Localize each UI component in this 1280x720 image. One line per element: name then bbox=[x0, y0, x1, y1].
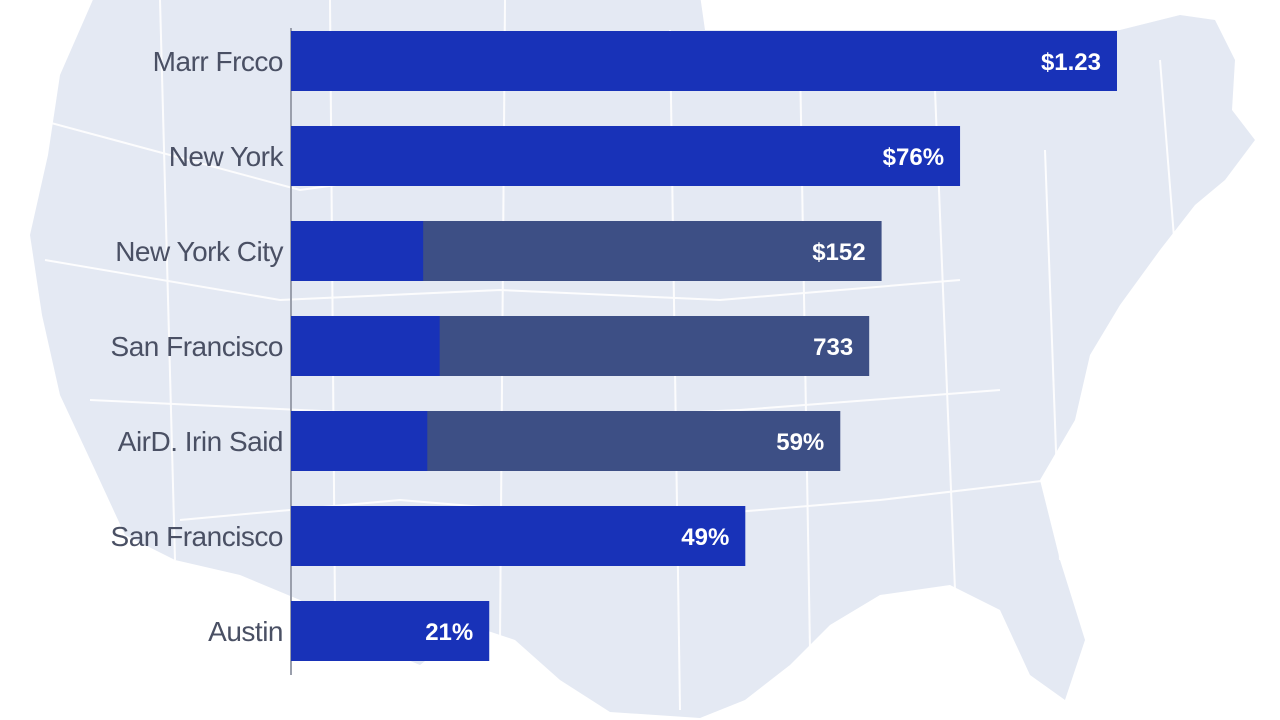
category-label: San Francisco bbox=[111, 331, 283, 362]
category-label: New York City bbox=[115, 236, 283, 267]
category-label: New York bbox=[169, 141, 285, 172]
category-label: Austin bbox=[208, 616, 283, 647]
category-label: AirD. Irin Said bbox=[118, 426, 283, 457]
bar bbox=[291, 31, 1117, 91]
bar bbox=[291, 126, 961, 186]
bar bbox=[291, 506, 746, 566]
category-labels-group: Marr Frcco New York New York City San Franc… bbox=[111, 46, 285, 647]
bar bbox=[291, 601, 490, 661]
value-label: 59% bbox=[776, 429, 824, 456]
value-label: 21% bbox=[425, 619, 473, 646]
value-label: $1.23 bbox=[1041, 49, 1101, 76]
bar-segment bbox=[291, 411, 428, 471]
bar-segment bbox=[291, 221, 424, 281]
value-label: 49% bbox=[681, 524, 729, 551]
value-label: $152 bbox=[812, 239, 865, 266]
bar-segment bbox=[291, 316, 440, 376]
category-label: San Francisco bbox=[111, 521, 283, 552]
value-label: 733 bbox=[813, 334, 853, 361]
value-labels-group: $1.23 $76% $152 733 59% 49% 21% bbox=[425, 49, 1101, 646]
bars-group bbox=[291, 31, 1117, 661]
category-label: Marr Frcco bbox=[153, 46, 283, 77]
value-label: $76% bbox=[883, 144, 944, 171]
